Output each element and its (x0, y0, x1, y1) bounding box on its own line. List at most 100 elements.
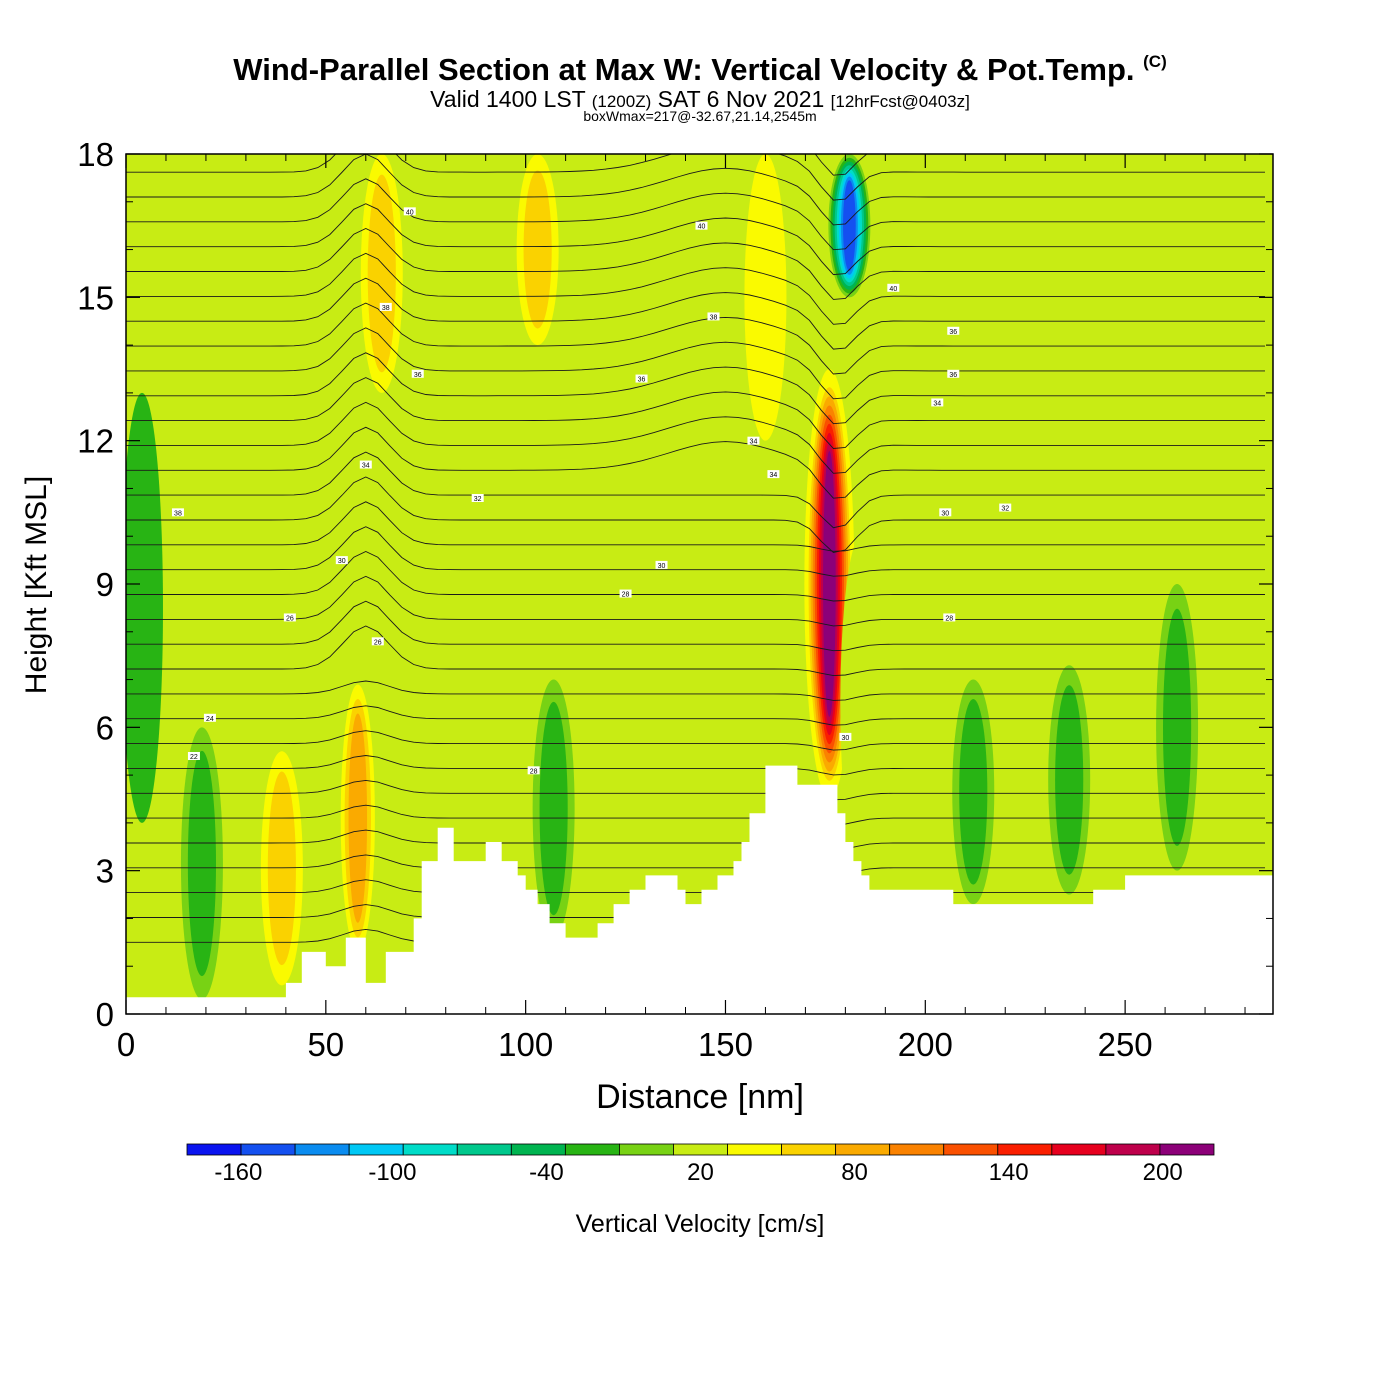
velocity-core (360, 154, 403, 393)
theta-label-text: 34 (750, 439, 758, 446)
velocity-core (180, 727, 223, 1000)
theta-label: 28 (619, 589, 632, 599)
theta-label-bg (655, 560, 668, 569)
x-tick-label: 100 (498, 1026, 553, 1063)
theta-label-bg (471, 494, 484, 502)
theta-label-bg (283, 613, 296, 622)
theta-label-text: 38 (382, 305, 390, 312)
theta-label-text: 28 (945, 615, 953, 622)
colorbar-swatch (835, 1143, 891, 1156)
theta-label-bg (411, 369, 424, 378)
colorbar-tick-label: 20 (687, 1159, 714, 1186)
theta-label-bg (619, 589, 632, 598)
theta-label-text: 38 (174, 510, 182, 517)
theta-label-bg (999, 503, 1012, 512)
velocity-core (744, 154, 787, 441)
velocity-core (388, 703, 431, 943)
theta-label-bg (947, 369, 960, 378)
colorbar-swatch (402, 1143, 458, 1156)
theta-isentrope (126, 879, 1265, 900)
theta-label-text: 36 (414, 372, 422, 379)
theta-label: 30 (939, 508, 952, 517)
theta-label-bg (707, 312, 720, 321)
velocity-band (1163, 608, 1192, 846)
theta-label: 34 (359, 460, 372, 470)
theta-label: 30 (655, 560, 668, 570)
velocity-band (388, 703, 431, 943)
theta-label-bg (939, 508, 952, 517)
theta-label-text: 32 (474, 496, 482, 503)
y-axis-label: Height [Kft MSL] (20, 476, 53, 694)
theta-isentrope (126, 854, 1265, 875)
theta-label: 40 (403, 207, 416, 216)
velocity-core (840, 536, 883, 871)
theta-label-bg (371, 637, 384, 646)
theta-isentrope (126, 779, 1265, 801)
theta-label: 26 (371, 637, 384, 646)
velocity-core (336, 670, 379, 967)
theta-label-text: 30 (658, 563, 666, 570)
theta-isentrope (126, 377, 1265, 449)
theta-label-bg (695, 221, 708, 230)
velocity-band (843, 180, 856, 272)
theta-isentrope (126, 680, 1265, 701)
theta-isentrope (126, 575, 1265, 627)
theta-isentrope (126, 426, 1265, 499)
theta-label: 22 (187, 752, 200, 761)
y-tick-label: 6 (96, 709, 114, 746)
velocity-core (516, 154, 559, 346)
colorbar-swatch (240, 1143, 296, 1156)
colorbar-swatch (564, 1143, 620, 1156)
theta-isentrope (126, 829, 1265, 850)
velocity-core (260, 751, 303, 986)
y-tick-label: 12 (77, 423, 114, 460)
colorbar-tick-label: 200 (1143, 1159, 1183, 1186)
theta-label-bg (887, 283, 900, 292)
theta-isentrope (126, 178, 1265, 251)
theta-isentrope (126, 327, 1265, 400)
theta-label-bg (943, 613, 956, 622)
copyright-mark: (C) (1143, 52, 1167, 71)
theta-label: 30 (839, 732, 852, 742)
colorbar-swatch (294, 1143, 350, 1156)
x-tick-label: 200 (898, 1026, 953, 1063)
theta-isentrope (126, 451, 1265, 529)
velocity-band (367, 174, 396, 373)
theta-label: 38 (171, 508, 184, 517)
y-tick-label: 18 (77, 136, 114, 173)
theta-isentrope (126, 526, 1265, 577)
subtitle-date: SAT 6 Nov 2021 (657, 86, 825, 112)
theta-label: 36 (635, 374, 648, 384)
theta-label: 40 (887, 283, 900, 293)
theta-label-bg (839, 732, 852, 741)
theta-isentrope (126, 228, 1265, 300)
theta-label-bg (359, 460, 372, 469)
colorbar-swatch (997, 1143, 1053, 1156)
velocity-band (959, 698, 988, 885)
theta-label: 28 (943, 613, 956, 622)
chart-subtitle: Valid 1400 LST (1200Z) SAT 6 Nov 2021 [1… (0, 86, 1400, 113)
x-tick-label: 250 (1098, 1026, 1153, 1063)
theta-label-text: 22 (190, 754, 198, 761)
colorbar-swatch (673, 1143, 728, 1156)
theta-label-bg (335, 556, 348, 565)
velocity-core (532, 679, 575, 938)
velocity-band (126, 392, 163, 823)
theta-label: 38 (707, 312, 720, 321)
x-axis-label: Distance [nm] (596, 1078, 804, 1116)
theta-label-bg (171, 508, 184, 517)
theta-isentrope (126, 80, 1265, 151)
theta-label-text: 34 (770, 472, 778, 479)
theta-label-bg (379, 302, 392, 311)
colorbar-tick-label: -160 (214, 1159, 262, 1186)
colorbar-swatch (456, 1143, 512, 1156)
theta-label-bg (403, 207, 416, 216)
theta-label-text: 40 (889, 286, 897, 293)
theta-label-bg (747, 436, 760, 445)
colorbar-swatch (943, 1143, 999, 1156)
theta-label-text: 24 (206, 716, 214, 723)
theta-isentrope (126, 600, 1265, 652)
theta-label-text: 26 (374, 639, 382, 646)
theta-isentrope (126, 625, 1265, 677)
